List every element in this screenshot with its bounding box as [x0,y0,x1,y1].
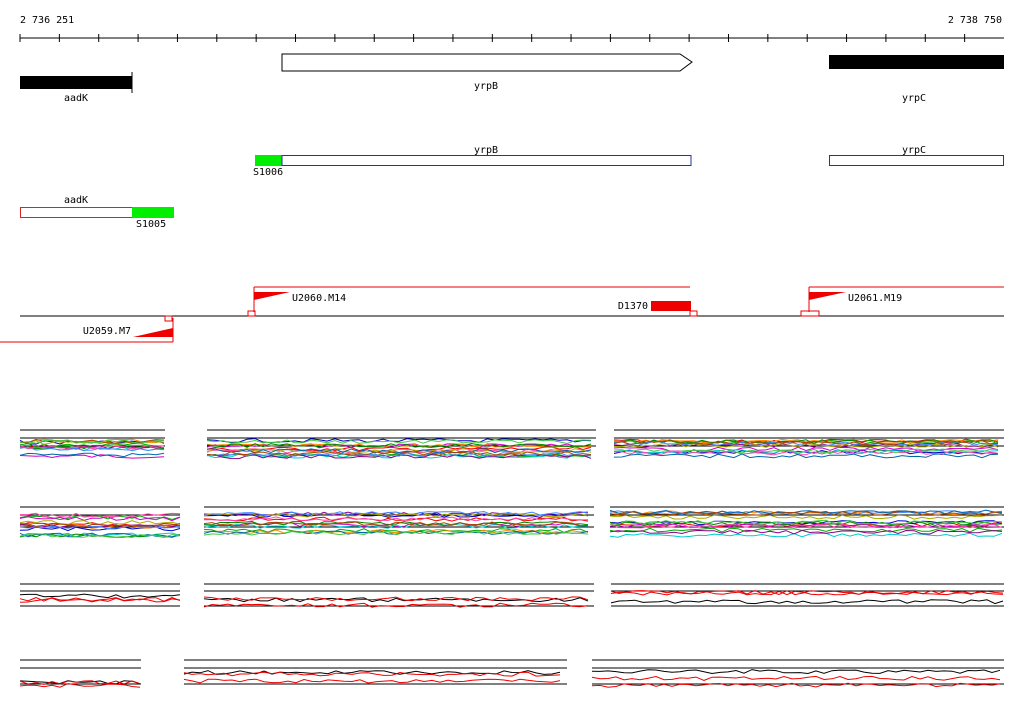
expression-tracks [19,429,1004,688]
expression-trace [19,452,165,458]
expression-trace [19,680,141,685]
transcript-label: yrpB [474,145,498,156]
expression-trace [610,599,1004,605]
expression-trace [206,438,592,444]
feature-block [651,301,691,311]
expression-trace [613,453,999,459]
transcript-label: S1006 [253,167,283,178]
transcript-label: aadK [64,195,88,206]
gene-label: yrpC [902,93,926,104]
transcript-start [255,155,282,166]
expression-trace [19,454,165,459]
feature-site [247,310,256,317]
expression-trace [206,442,592,448]
expression-trace [609,514,1003,520]
expression-trace [613,450,999,456]
expression-trace [591,669,1001,675]
expression-trace [591,675,1001,681]
expression-trace [609,527,1003,533]
expression-trace [609,523,1003,529]
feature-site [164,315,173,322]
feature-flag [254,292,290,300]
feature-site [689,310,698,317]
scale-start: 2 736 251 [20,15,74,26]
expression-trace [206,439,592,445]
expression-trace [206,451,592,457]
expression-trace [19,439,165,444]
expression-trace [613,448,999,454]
expression-trace [19,593,181,599]
expression-trace [609,510,1003,516]
transcript-label: S1005 [136,219,166,230]
expression-trace [19,446,165,452]
transcript-box [20,207,133,218]
feature-flag [133,328,173,337]
expression-trace [183,671,561,677]
feature-flag [809,292,846,300]
expression-trace [19,520,181,526]
expression-trace [613,440,999,445]
expression-trace [203,596,589,602]
expression-trace [203,513,589,518]
expression-trace [19,515,181,521]
expression-trace [610,590,1004,596]
feature-label: U2061.M19 [848,293,902,304]
expression-trace [609,529,1003,535]
expression-trace [609,532,1003,538]
transcript-start [132,207,174,218]
expression-trace [609,523,1003,529]
expression-trace [609,509,1003,515]
expression-trace [19,533,181,539]
expression-trace [203,523,589,529]
expression-trace [203,512,589,518]
feature-label: U2060.M14 [292,293,346,304]
expression-trace [609,519,1003,525]
expression-trace [19,516,181,522]
transcript-box [829,155,1004,166]
transcript-box [281,155,692,166]
expression-trace [203,521,588,527]
gene-block [829,55,1004,69]
expression-trace [19,597,181,603]
expression-trace [19,683,141,688]
expression-trace [206,451,592,457]
expression-trace [203,516,589,522]
expression-trace [203,602,589,608]
expression-trace [613,442,999,448]
gene-label: yrpB [474,81,498,92]
expression-trace [203,520,589,526]
expression-trace [610,590,1004,596]
feature-site [800,310,820,317]
expression-trace [591,682,1001,688]
expression-trace [19,440,165,445]
expression-trace [19,522,181,528]
scale-end: 2 738 750 [948,15,1002,26]
expression-trace [613,438,999,444]
scale-ticks [19,34,966,42]
feature-label: U2059.M7 [83,326,131,337]
expression-trace [204,516,589,522]
expression-trace [19,444,165,450]
gene-block [20,76,132,89]
expression-trace [206,448,592,454]
gene-label: aadK [64,93,88,104]
transcript-label: yrpC [902,145,926,156]
expression-trace [19,438,165,444]
expression-trace [183,678,561,684]
expression-trace [20,512,181,518]
expression-trace [183,670,561,675]
feature-label: D1370 [618,301,648,312]
expression-trace [203,530,589,536]
gene-arrow [281,53,693,72]
expression-trace [203,528,589,534]
